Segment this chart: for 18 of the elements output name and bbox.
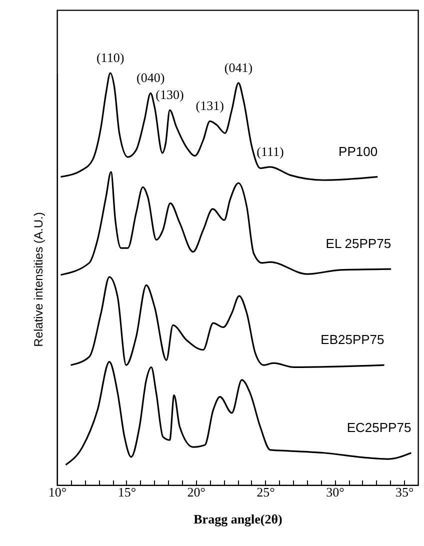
- series-label: PP100: [338, 144, 378, 159]
- annotation: (131): [196, 98, 224, 114]
- x-axis-title: Bragg angle(2θ): [194, 512, 282, 526]
- annotation: (130): [156, 87, 184, 102]
- y-axis-title: Relative intensities (A.U.): [32, 212, 46, 347]
- annotation: (110): [96, 50, 124, 65]
- x-tick-label: 15°: [118, 484, 136, 500]
- annotation: (041): [224, 60, 253, 75]
- x-tick-label: 20°: [187, 484, 206, 500]
- series-label: EB25PP75: [320, 332, 384, 348]
- x-tick-label: 35°: [396, 484, 414, 500]
- series-label: EL 25PP75: [326, 236, 392, 252]
- x-tick-label: 25°: [256, 484, 275, 500]
- x-tick-label: 30°: [326, 484, 344, 500]
- x-tick-label: 10°: [48, 484, 67, 500]
- annotation: (111): [256, 144, 284, 159]
- annotation: (040): [136, 70, 165, 86]
- series-label: EC25PP75: [346, 420, 412, 435]
